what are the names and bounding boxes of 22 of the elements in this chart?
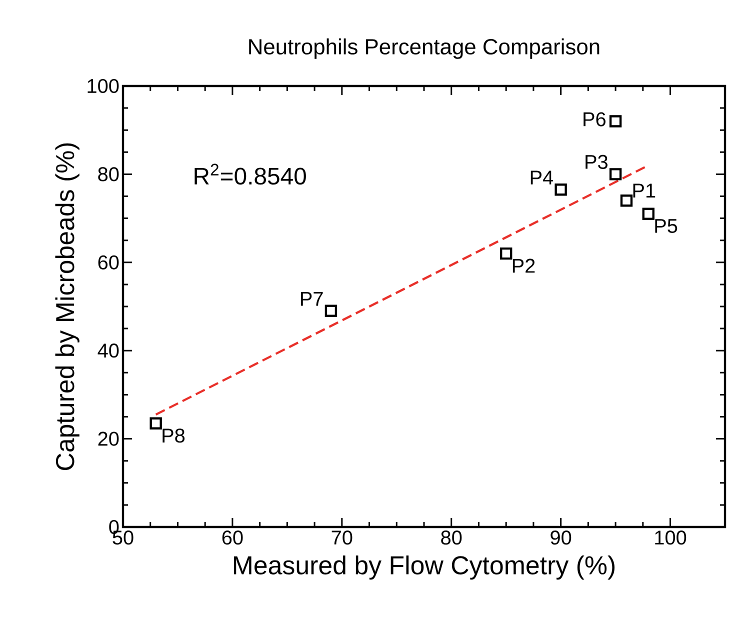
x-tick-label: 100 [655,530,686,545]
x-tick-label: 60 [222,530,243,545]
y-tick-label: 20 [98,432,119,446]
y-tick-label: 40 [98,344,119,358]
y-tick-label: 80 [98,167,119,182]
annotation: P6 [584,112,606,126]
annotation: P8 [162,428,185,443]
annotation: P4 [530,170,554,184]
x-axis-title: Measured by Flow Cytometry (%) [234,555,615,580]
y-axis-title: Captured by Microbeads (%) [55,143,80,470]
x-tick-label: 90 [550,530,572,545]
annotation: P2 [512,258,535,273]
annotation: P5 [655,219,678,233]
annotation: P1 [633,184,656,198]
x-tick-label: 70 [332,530,352,545]
annotation: P3 [586,154,608,169]
y-tick-label: 100 [88,78,119,94]
annotation: R$^{2}$=0.8540 [194,164,306,185]
x-tick-label: 80 [441,530,462,545]
y-tick-label: 60 [98,255,119,270]
annotation: P7 [301,292,323,306]
chart-title: Neutrophils Percentage Comparison [249,38,600,59]
